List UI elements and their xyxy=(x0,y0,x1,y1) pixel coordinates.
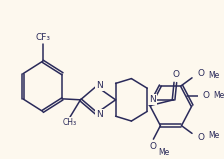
Text: O: O xyxy=(173,70,180,79)
Text: Me: Me xyxy=(208,71,219,80)
Text: N: N xyxy=(149,95,156,104)
Text: Me: Me xyxy=(159,148,170,157)
Text: O: O xyxy=(197,69,204,79)
Text: Me: Me xyxy=(208,131,219,140)
Text: O: O xyxy=(197,133,204,142)
Text: N: N xyxy=(96,110,103,119)
Text: O: O xyxy=(150,142,157,151)
Text: Me: Me xyxy=(213,91,224,100)
Text: CF₃: CF₃ xyxy=(35,33,50,42)
Text: O: O xyxy=(202,91,210,100)
Text: CH₃: CH₃ xyxy=(63,118,77,128)
Text: N: N xyxy=(96,81,103,90)
